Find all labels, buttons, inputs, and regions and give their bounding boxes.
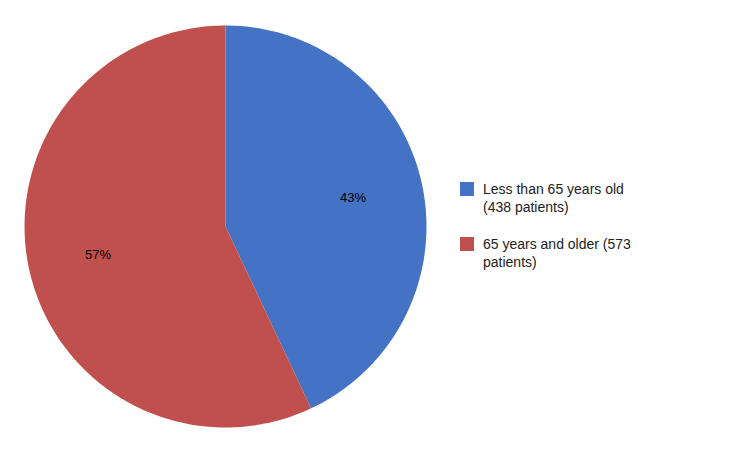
svg-text:43%: 43% <box>340 190 366 205</box>
svg-text:57%: 57% <box>85 247 111 262</box>
html-text:65 years and older (573 patien: 65 years and older (573 patients) <box>483 235 631 270</box>
html-text:Less than 65 years old (438 pa: Less than 65 years old (438 patients) <box>483 181 624 216</box>
